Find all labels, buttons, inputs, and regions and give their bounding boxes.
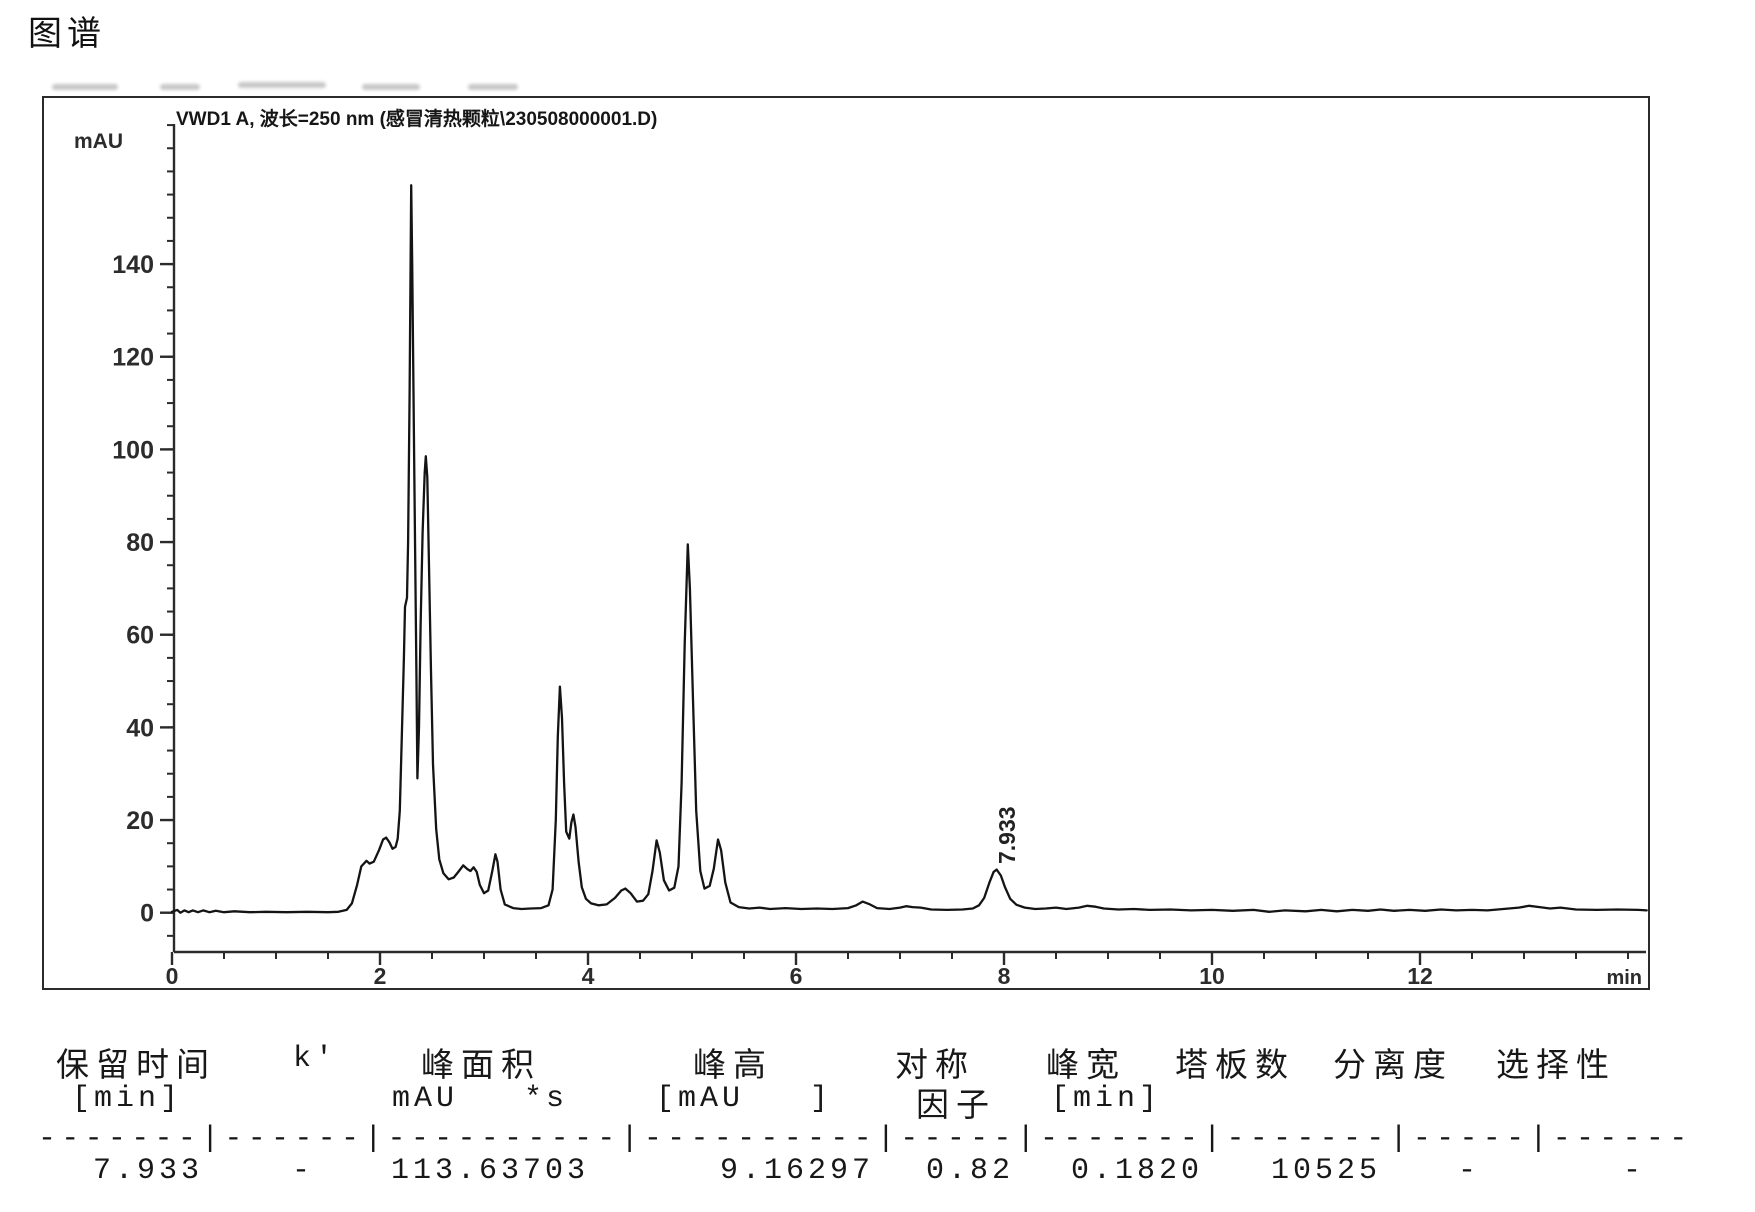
scan-artifact-mark [362,84,420,90]
value-retention-time: 7.933 [92,1154,204,1188]
col-header-retention-time: 保留时间 [56,1048,216,1084]
value-peak-width: 0.1820 [1070,1154,1204,1188]
page-title: 图谱 [28,16,106,53]
scan-artifact-mark [52,84,118,90]
scan-artifact-mark [160,84,200,90]
col-subheader-mau-s: mAU *s [391,1082,569,1116]
x-tick-label: 12 [1407,963,1433,988]
col-header-peak-height: 峰高 [693,1048,773,1084]
value-plates: 10525 [1270,1154,1382,1188]
col-header-peak-area: 峰面积 [421,1048,541,1084]
chromatogram-trace [170,184,1648,914]
x-axis-unit-label: min [1606,967,1642,988]
value-peak-height: 9.16297 [719,1154,875,1188]
value-resolution: - [1457,1154,1481,1188]
col-subheader-min: [min] [71,1082,183,1116]
col-header-plates: 塔板数 [1175,1048,1295,1084]
chromatogram-plot: 0 20 40 60 80 100 120 140 0 2 4 6 8 10 12 min [112,124,1648,989]
col-header-resolution: 分离度 [1333,1048,1453,1084]
value-symmetry: 0.82 [925,1154,1015,1188]
col-subheader-factor: 因子 [916,1088,996,1124]
value-selectivity: - [1622,1154,1646,1188]
scan-artifact-mark [468,84,518,90]
col-header-peak-width: 峰宽 [1046,1048,1126,1084]
x-tick-label: 2 [374,963,387,988]
x-tick-label: 10 [1199,963,1225,988]
value-peak-area: 113.63703 [390,1154,590,1188]
col-subheader-width-min: [min] [1050,1082,1162,1116]
x-tick-label: 0 [166,963,179,988]
y-tick-label: 0 [140,900,154,928]
scan-artifact-mark [238,82,326,88]
y-tick-label: 80 [126,529,154,557]
y-tick-label: 40 [126,714,154,742]
x-tick-label: 6 [790,963,803,988]
x-tick-label: 8 [998,963,1011,988]
col-header-k-prime: k' [292,1042,338,1076]
y-axis-unit-label: mAU [74,130,124,153]
x-tick-label: 4 [582,963,595,988]
y-tick-label: 20 [126,807,154,835]
col-header-selectivity: 选择性 [1496,1048,1616,1084]
y-tick-label: 120 [112,344,154,372]
col-header-symmetry: 对称 [895,1048,975,1084]
chart-signal-header: VWD1 A, 波长=250 nm (感冒清热颗粒\230508000001.D… [176,109,658,130]
y-tick-label: 60 [126,622,154,650]
table-separator: -------|------|----------|----------|---… [38,1122,1693,1156]
peak-retention-time-label: 7.933 [994,806,1020,864]
y-tick-label: 140 [112,251,154,279]
y-tick-label: 100 [112,436,154,464]
value-k-prime: - [291,1154,315,1188]
chromatogram-frame: VWD1 A, 波长=250 nm (感冒清热颗粒\230508000001.D… [42,96,1650,990]
col-subheader-mau: [mAU ] [655,1082,833,1116]
